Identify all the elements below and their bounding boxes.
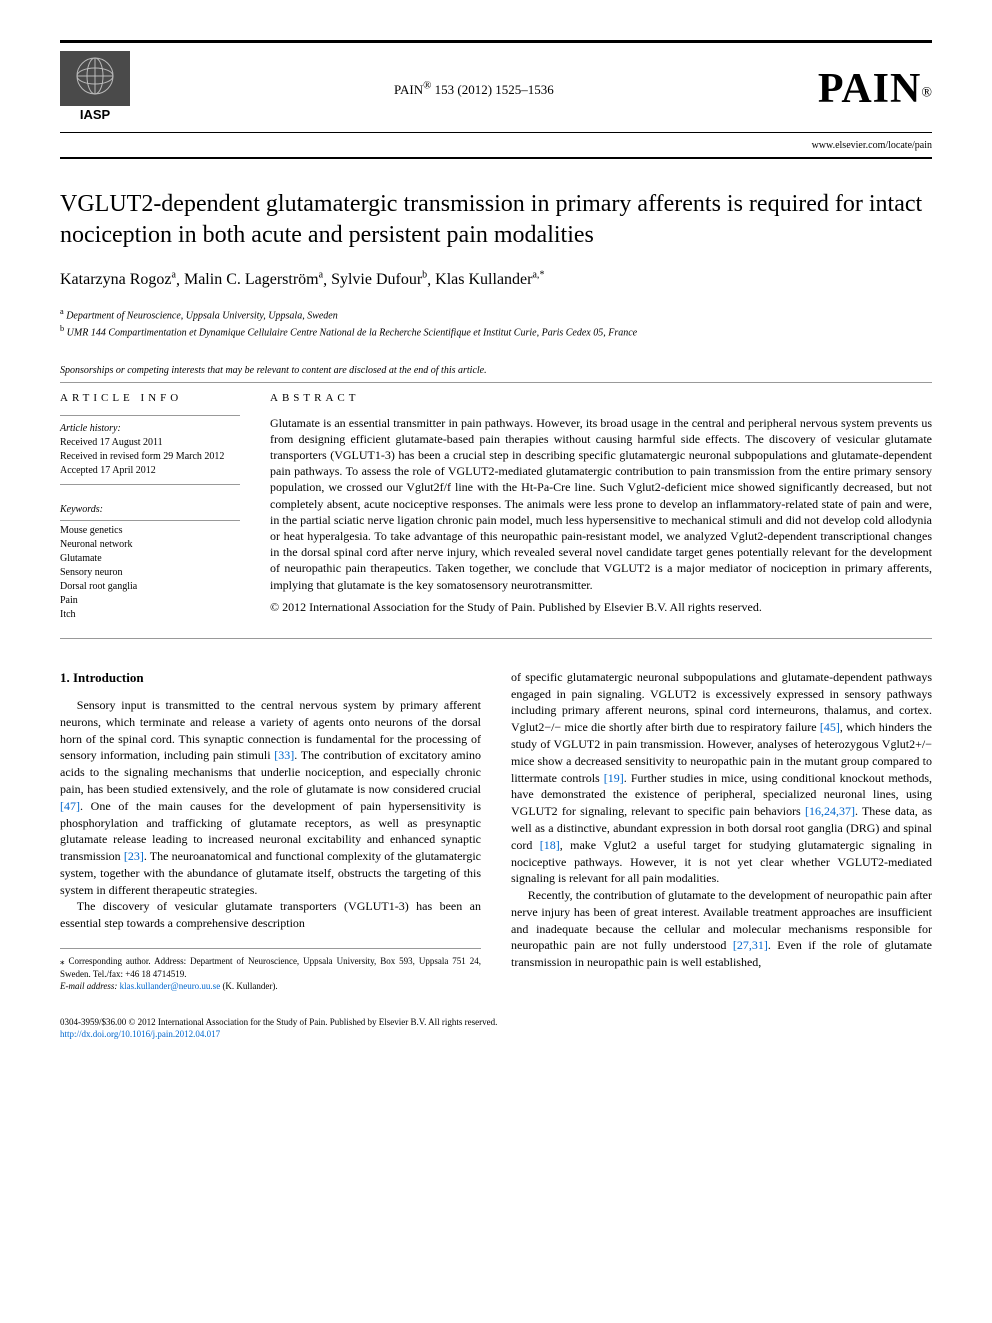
intro-paragraph: Recently, the contribution of glutamate … bbox=[511, 887, 932, 971]
keyword: Pain bbox=[60, 594, 240, 608]
abstract-column: ABSTRACT Glutamate is an essential trans… bbox=[270, 391, 932, 621]
keywords-block: Keywords: Mouse genetics Neuronal networ… bbox=[60, 503, 240, 622]
page-footer: 0304-3959/$36.00 © 2012 International As… bbox=[60, 1017, 932, 1040]
author-list: Katarzyna Rogoza, Malin C. Lagerströma, … bbox=[60, 269, 932, 292]
history-accepted: Accepted 17 April 2012 bbox=[60, 464, 240, 478]
article-history: Article history: Received 17 August 2011… bbox=[60, 415, 240, 485]
intro-paragraph: The discovery of vesicular glutamate tra… bbox=[60, 898, 481, 932]
journal-header: IASP PAIN® 153 (2012) 1525–1536 PAIN® bbox=[60, 40, 932, 133]
svg-text:IASP: IASP bbox=[80, 107, 111, 121]
article-info-label: ARTICLE INFO bbox=[60, 391, 240, 406]
author: Katarzyna Rogoza bbox=[60, 271, 176, 288]
abstract-copyright: © 2012 International Association for the… bbox=[270, 599, 932, 616]
journal-website[interactable]: www.elsevier.com/locate/pain bbox=[60, 139, 932, 159]
author: Klas Kullandera,* bbox=[435, 271, 544, 288]
journal-name: PAIN bbox=[394, 82, 423, 97]
journal-volume-pages: 153 (2012) 1525–1536 bbox=[435, 82, 554, 97]
author: Sylvie Dufourb bbox=[331, 271, 427, 288]
history-revised: Received in revised form 29 March 2012 bbox=[60, 450, 240, 464]
history-received: Received 17 August 2011 bbox=[60, 436, 240, 450]
issn-copyright: 0304-3959/$36.00 © 2012 International As… bbox=[60, 1017, 932, 1029]
intro-paragraph: of specific glutamatergic neuronal subpo… bbox=[511, 669, 932, 887]
info-abstract-section: ARTICLE INFO Article history: Received 1… bbox=[60, 391, 932, 638]
citation-link[interactable]: [19] bbox=[604, 771, 624, 785]
keyword: Neuronal network bbox=[60, 538, 240, 552]
citation-link[interactable]: [47] bbox=[60, 799, 80, 813]
affiliation-a: Department of Neuroscience, Uppsala Univ… bbox=[66, 310, 338, 321]
sponsor-note: Sponsorships or competing interests that… bbox=[60, 364, 932, 383]
article-title: VGLUT2-dependent glutamatergic transmiss… bbox=[60, 189, 932, 251]
affiliations: a Department of Neuroscience, Uppsala Un… bbox=[60, 306, 932, 341]
keyword: Sensory neuron bbox=[60, 566, 240, 580]
journal-reference: PAIN® 153 (2012) 1525–1536 bbox=[130, 78, 818, 100]
doi-link[interactable]: http://dx.doi.org/10.1016/j.pain.2012.04… bbox=[60, 1029, 932, 1041]
affiliation-b: UMR 144 Compartimentation et Dynamique C… bbox=[67, 327, 637, 338]
keyword: Itch bbox=[60, 608, 240, 622]
pain-logo: PAIN® bbox=[818, 60, 932, 119]
email-link[interactable]: klas.kullander@neuro.uu.se bbox=[120, 981, 221, 991]
citation-link[interactable]: [16,24,37] bbox=[805, 804, 855, 818]
keyword: Glutamate bbox=[60, 552, 240, 566]
intro-paragraph: Sensory input is transmitted to the cent… bbox=[60, 697, 481, 899]
abstract-label: ABSTRACT bbox=[270, 391, 932, 406]
article-body: 1. Introduction Sensory input is transmi… bbox=[60, 669, 932, 993]
introduction-heading: 1. Introduction bbox=[60, 669, 481, 687]
citation-link[interactable]: [18] bbox=[540, 838, 560, 852]
abstract-text: Glutamate is an essential transmitter in… bbox=[270, 415, 932, 593]
citation-link[interactable]: [33] bbox=[274, 748, 294, 762]
article-info-column: ARTICLE INFO Article history: Received 1… bbox=[60, 391, 240, 621]
citation-link[interactable]: [45] bbox=[820, 720, 840, 734]
keyword: Mouse genetics bbox=[60, 524, 240, 538]
citation-link[interactable]: [23] bbox=[124, 849, 144, 863]
iasp-logo: IASP bbox=[60, 51, 130, 128]
citation-link[interactable]: [27,31] bbox=[733, 938, 768, 952]
corresponding-author-note: ⁎ Corresponding author. Address: Departm… bbox=[60, 948, 481, 993]
keyword: Dorsal root ganglia bbox=[60, 580, 240, 594]
author: Malin C. Lagerströma bbox=[184, 271, 323, 288]
